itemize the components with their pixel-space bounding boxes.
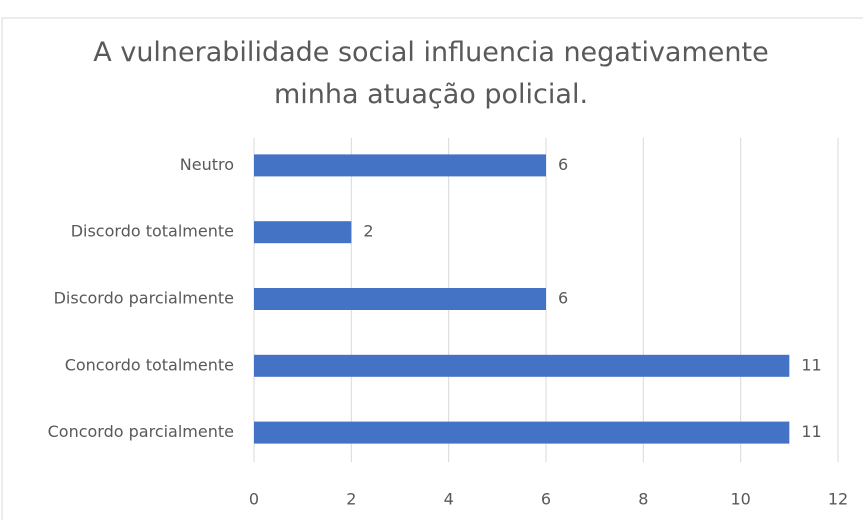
y-tick-label: Concordo totalmente — [65, 355, 234, 374]
x-tick-label: 12 — [828, 490, 848, 509]
data-label: 11 — [801, 422, 821, 441]
data-label: 6 — [558, 155, 568, 174]
x-tick-label: 6 — [541, 490, 551, 509]
x-tick-label: 2 — [346, 490, 356, 509]
bar — [254, 221, 352, 244]
bar — [254, 154, 546, 177]
y-tick-label: Discordo totalmente — [71, 222, 234, 241]
x-tick-label: 4 — [444, 490, 454, 509]
chart-title: A vulnerabilidade social influencia nega… — [93, 37, 769, 110]
bar — [254, 354, 790, 377]
y-tick-label: Neutro — [180, 155, 234, 174]
y-tick-label: Concordo parcialmente — [48, 422, 234, 441]
bar — [254, 288, 546, 310]
data-label: 2 — [363, 222, 373, 241]
y-tick-label: Discordo parcialmente — [54, 289, 234, 308]
x-tick-label: 8 — [638, 490, 648, 509]
x-tick-label: 0 — [249, 490, 259, 509]
x-tick-label: 10 — [730, 490, 750, 509]
data-label: 11 — [801, 355, 821, 374]
data-label: 6 — [558, 289, 568, 308]
bar — [254, 421, 790, 444]
chart-border — [1, 17, 863, 520]
